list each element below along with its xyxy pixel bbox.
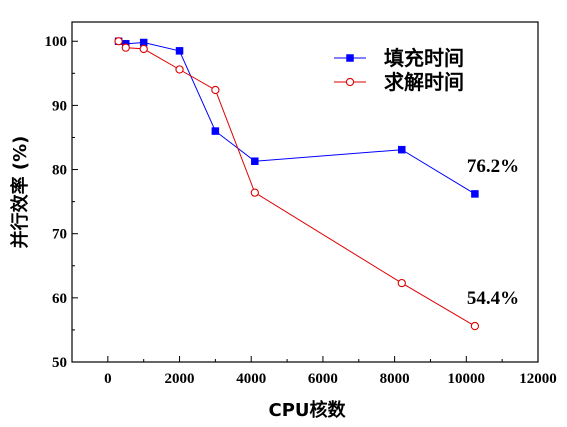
series-1-point bbox=[251, 157, 259, 165]
legend-marker bbox=[346, 54, 354, 62]
annotation-label: 54.4% bbox=[467, 288, 519, 309]
y-tick-label: 100 bbox=[45, 34, 68, 50]
legend-label: 求解时间 bbox=[384, 70, 464, 94]
x-tick-label: 10000 bbox=[448, 371, 486, 387]
series-2-point bbox=[470, 321, 480, 331]
series-2-point bbox=[397, 278, 406, 288]
y-tick-label: 70 bbox=[52, 227, 67, 243]
legend-label: 填充时间 bbox=[384, 46, 464, 70]
y-tick-label: 90 bbox=[52, 98, 67, 114]
series-1-point bbox=[211, 127, 220, 135]
series-2-point bbox=[121, 43, 130, 52]
y-tick-label: 60 bbox=[52, 291, 67, 307]
x-tick-label: 4000 bbox=[236, 371, 266, 387]
annotation-label: 76.2% bbox=[467, 156, 519, 177]
series-2-point bbox=[139, 44, 148, 54]
legend-marker bbox=[345, 77, 355, 87]
y-tick-label: 50 bbox=[52, 355, 67, 371]
series-2-point bbox=[250, 188, 259, 197]
series-2-point bbox=[114, 37, 123, 46]
x-tick-label: 0 bbox=[104, 371, 112, 387]
series-2-point bbox=[211, 85, 220, 95]
series-1-point bbox=[175, 47, 184, 55]
legend-entry-2: 求解时间 bbox=[334, 70, 464, 94]
x-tick-label: 2000 bbox=[165, 371, 195, 387]
legend-entry-1: 填充时间 bbox=[334, 46, 464, 70]
series-1-point bbox=[471, 190, 479, 198]
series-2 bbox=[114, 37, 480, 331]
plot-frame bbox=[71, 21, 539, 363]
series-1-point bbox=[398, 145, 406, 154]
x-tick-label: 8000 bbox=[380, 371, 410, 387]
x-tick-label: 12000 bbox=[519, 371, 557, 387]
x-tick-label: 6000 bbox=[308, 371, 338, 387]
y-tick-label: 80 bbox=[52, 163, 67, 179]
series-2-point bbox=[175, 65, 184, 74]
y-axis-title: 并行效率 (%) bbox=[9, 136, 31, 249]
x-axis-title: CPU核数 bbox=[268, 399, 346, 421]
